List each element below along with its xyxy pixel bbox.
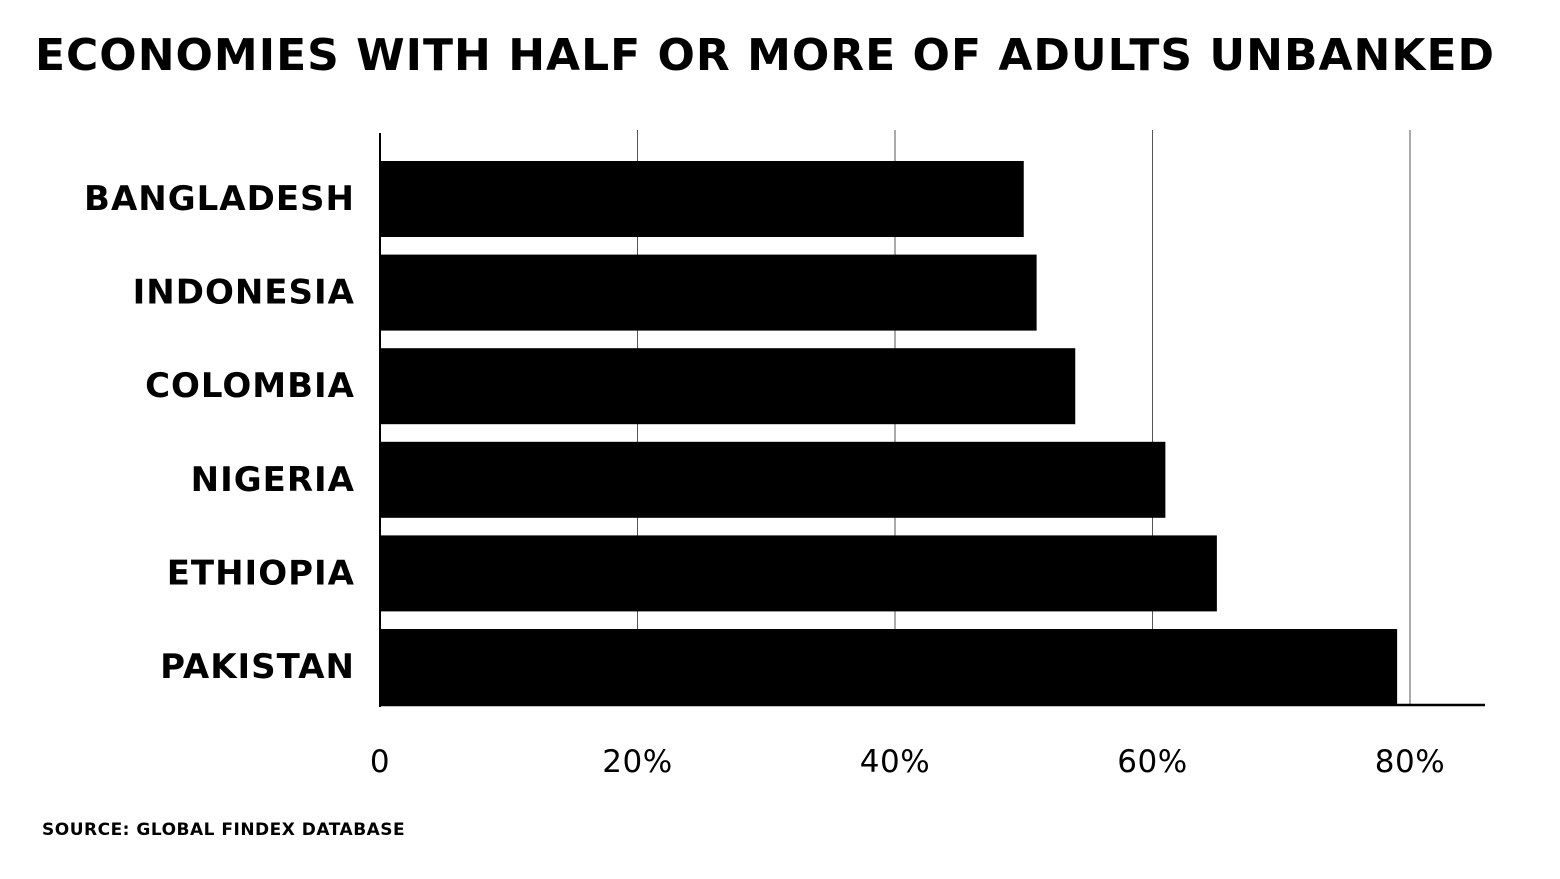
category-label-indonesia: INDONESIA [133, 273, 355, 313]
x-tick-label-80: 80% [1375, 744, 1445, 780]
x-tick-label-60: 60% [1117, 744, 1187, 780]
x-tick-label-20: 20% [602, 744, 672, 780]
category-label-pakistan: PAKISTAN [160, 647, 355, 687]
bar-pakistan [380, 629, 1398, 705]
bar-nigeria [380, 441, 1166, 518]
category-label-colombia: COLOMBIA [145, 366, 355, 406]
category-label-nigeria: NIGERIA [191, 460, 355, 500]
chart-title: ECONOMIES WITH HALF OR MORE OF ADULTS UN… [34, 30, 1496, 81]
bar-indonesia [380, 254, 1037, 331]
bar-bangladesh [380, 161, 1024, 237]
bars [380, 161, 1398, 705]
category-labels: BANGLADESH INDONESIA COLOMBIA NIGERIA ETHIOP… [84, 179, 355, 687]
category-label-bangladesh: BANGLADESH [84, 179, 355, 219]
bar-ethiopia [380, 535, 1217, 612]
bar-colombia [380, 348, 1076, 425]
x-tick-label-40: 40% [860, 744, 930, 780]
source-note: SOURCE: GLOBAL FINDEX DATABASE [42, 820, 406, 840]
category-label-ethiopia: ETHIOPIA [167, 553, 355, 593]
axes [379, 133, 1485, 707]
x-tick-label-0: 0 [370, 744, 390, 780]
x-tick-labels: 0 20% 40% 60% 80% [370, 744, 1445, 780]
